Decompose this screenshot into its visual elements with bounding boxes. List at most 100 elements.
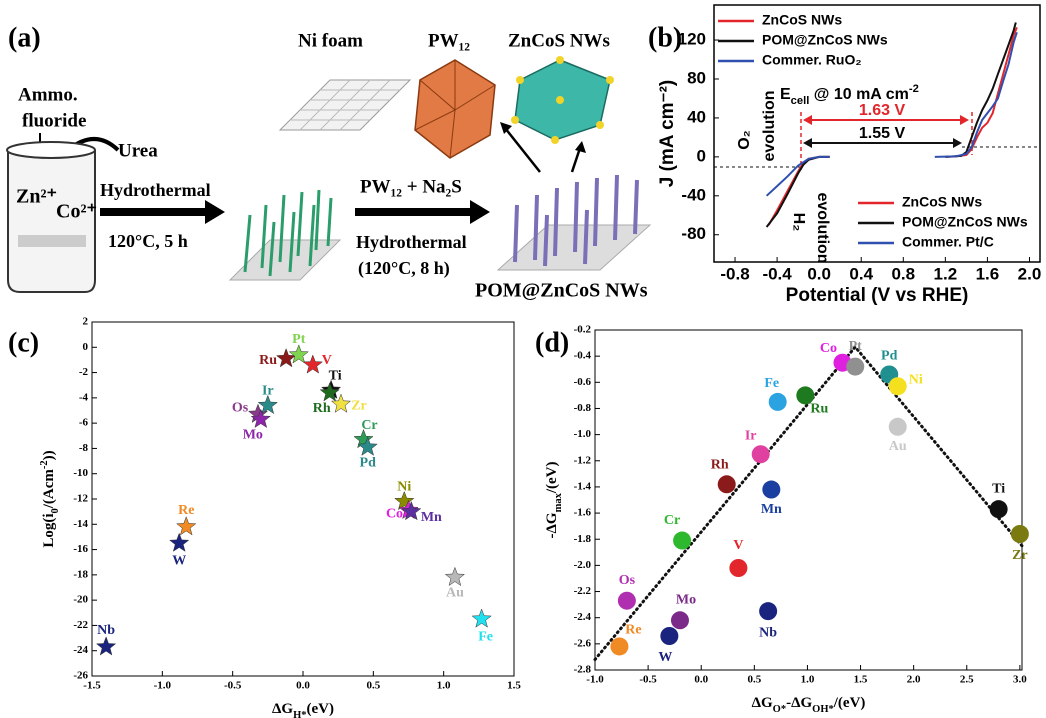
panel-label: (d)	[535, 327, 569, 358]
x-tick-label: 0.0	[694, 674, 708, 686]
line	[934, 31, 1018, 158]
y-tick-label: -16	[73, 543, 88, 555]
panel-label: (b)	[648, 22, 682, 53]
y-tick-label: -18	[73, 568, 88, 580]
y-tick-label: -24	[73, 644, 88, 656]
x-tick-label: 0.8	[891, 264, 915, 283]
y-tick-label: -0.2	[574, 324, 592, 336]
y-tick-label: -2.2	[574, 585, 592, 597]
y-tick-label: -4	[79, 391, 89, 403]
trend-line	[593, 344, 1024, 661]
x-tick-label: 0.4	[849, 264, 873, 283]
plot-frame	[713, 4, 1041, 263]
y-tick-label: -1.6	[574, 507, 592, 519]
circle-marker	[1010, 525, 1029, 543]
x-tick-label: 0.0	[296, 680, 310, 692]
x-tick-label: -1.0	[154, 680, 172, 692]
line	[945, 27, 1018, 158]
x-axis-label: Potential (V vs RHE)	[786, 285, 969, 306]
star-marker	[169, 532, 190, 552]
x-tick-label: -0.4	[762, 264, 792, 283]
y-tick-label: -0.8	[574, 402, 592, 414]
circle-marker	[660, 627, 679, 645]
y-tick-label: -6	[79, 417, 89, 429]
star-marker	[357, 436, 378, 456]
legend-label: ZnCoS NWs	[762, 12, 842, 28]
point-label: Cr	[361, 418, 377, 433]
reagent-label: fluoride	[22, 110, 86, 131]
x-tick-label: 0.5	[366, 680, 380, 692]
circle-marker	[888, 417, 907, 436]
star-marker	[250, 408, 271, 428]
point-label: Mo	[243, 428, 263, 443]
y-tick-label: 120	[678, 30, 706, 49]
plot-frame	[91, 321, 515, 677]
step-reagent: PW₁₂ + Na₂S	[360, 176, 462, 197]
x-tick-label: 2.0	[907, 674, 921, 686]
star-marker	[288, 344, 309, 364]
point-label: Os	[232, 401, 249, 416]
polyoxometalate-edges	[414, 60, 496, 159]
x-tick-label: -0.5	[639, 674, 657, 686]
legend-label: POM@ZnCoS NWs	[762, 32, 888, 48]
star-marker	[257, 394, 278, 415]
legend-label: ZnCoS NWs	[902, 194, 982, 210]
label-part: ))	[41, 450, 57, 460]
x-tick-label: 2.0	[1018, 264, 1042, 283]
annotation: O₂	[736, 130, 753, 150]
x-tick-label: 1.0	[437, 680, 451, 692]
label-part: /(eV)	[833, 695, 866, 711]
point-label: Co	[820, 341, 837, 356]
x-tick-label: 1.2	[934, 264, 958, 283]
label-part: H*	[293, 710, 306, 718]
panel-label: (a)	[8, 22, 41, 53]
circle-marker	[670, 611, 689, 630]
point-label: Cr	[664, 513, 680, 528]
y-tick-label: -1.0	[574, 428, 592, 440]
y-tick-label: -26	[73, 670, 88, 682]
step-label: Hydrothermal	[100, 180, 211, 200]
point-label: Nb	[759, 625, 777, 640]
label-part: /(eV)	[544, 462, 560, 495]
x-tick-label: 1.5	[854, 674, 868, 686]
label-part: -ΔG	[786, 695, 812, 711]
y-axis-label: Log(i0/(Acm-2))	[39, 450, 61, 547]
label-part: max	[553, 492, 564, 512]
component-label: PW₁₂	[428, 30, 470, 51]
y-tick-label: -2.4	[574, 611, 592, 623]
y-tick-label: -2.8	[574, 664, 592, 676]
y-tick-label: 40	[687, 107, 706, 126]
label-part: ΔG	[752, 695, 773, 711]
point-label: Mo	[676, 593, 696, 608]
ni-foam-mesh	[290, 79, 400, 131]
star-marker	[401, 500, 422, 521]
x-tick-label: 0.0	[807, 264, 831, 283]
y-tick-label: -80	[681, 224, 706, 243]
y-tick-label: 0	[83, 341, 89, 353]
panel-a: (a) Ammo. fluoride Urea Zn²⁺ Co²⁺ Hydrot…	[6, 22, 652, 302]
arrow	[100, 200, 225, 224]
point-label: Pd	[881, 349, 898, 364]
circle-marker	[796, 386, 815, 405]
star-marker	[471, 608, 492, 628]
star-marker	[176, 516, 197, 536]
y-tick-label: 80	[687, 68, 706, 87]
y-tick-label: -22	[73, 619, 88, 631]
y-tick-label: -20	[73, 594, 88, 606]
label-part: (eV)	[307, 701, 334, 717]
star-marker	[330, 393, 352, 413]
circle-marker	[768, 392, 787, 411]
legend-label: Commer. RuO₂	[762, 52, 862, 68]
label-part: ΔG	[272, 701, 293, 717]
point-label: Zr	[351, 398, 367, 413]
point-label: Ni	[397, 480, 411, 495]
y-tick-label: -2	[79, 366, 89, 378]
x-tick-label: 2.5	[960, 674, 974, 686]
y-tick-label: -0.4	[574, 350, 592, 362]
y-tick-label: -2.6	[574, 637, 592, 649]
y-tick-label: 0	[697, 146, 706, 165]
point-label: Au	[889, 439, 907, 454]
x-tick-label: -1.5	[83, 680, 101, 692]
circle-marker	[617, 591, 636, 610]
